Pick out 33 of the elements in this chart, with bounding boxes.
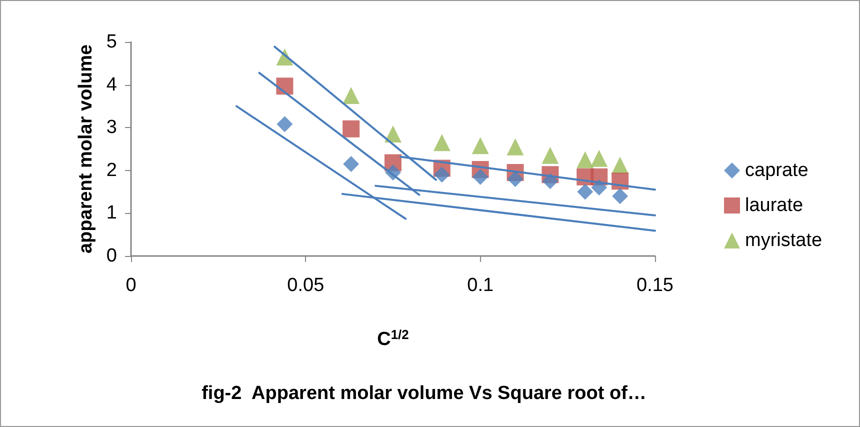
x-tick-label: 0.1 <box>467 275 494 296</box>
y-tick-label: 1 <box>106 202 117 224</box>
point <box>472 137 489 154</box>
x-tick-label: 0 <box>126 275 136 296</box>
point <box>342 120 360 138</box>
point <box>472 168 488 185</box>
y-axis-title: apparent molar volume <box>76 44 97 254</box>
x-tick-label: 0.05 <box>287 275 324 296</box>
point <box>542 146 559 164</box>
y-tick-label: 4 <box>106 74 118 96</box>
legend-label: myristate <box>745 230 822 251</box>
legend-label: laurate <box>745 195 804 216</box>
y-tick-label: 5 <box>106 32 117 52</box>
text: fig-2 Apparent molar volume Vs Square root of… <box>202 383 646 404</box>
point <box>542 173 558 190</box>
point <box>612 188 628 204</box>
point <box>343 156 360 172</box>
point <box>591 180 608 196</box>
point <box>577 184 594 200</box>
point <box>507 170 524 187</box>
point <box>506 138 524 156</box>
point <box>433 134 450 152</box>
point <box>342 87 360 104</box>
point <box>434 166 450 183</box>
point <box>576 151 594 168</box>
point <box>590 150 608 167</box>
point <box>384 126 402 143</box>
x-tick-label: 0.15 <box>636 275 674 296</box>
y-tick-label: 0 <box>106 246 117 266</box>
point <box>276 116 293 132</box>
y-tick-label: 2 <box>106 160 117 181</box>
legend-label: caprate <box>745 160 808 181</box>
y-tick-label: 3 <box>106 117 117 138</box>
